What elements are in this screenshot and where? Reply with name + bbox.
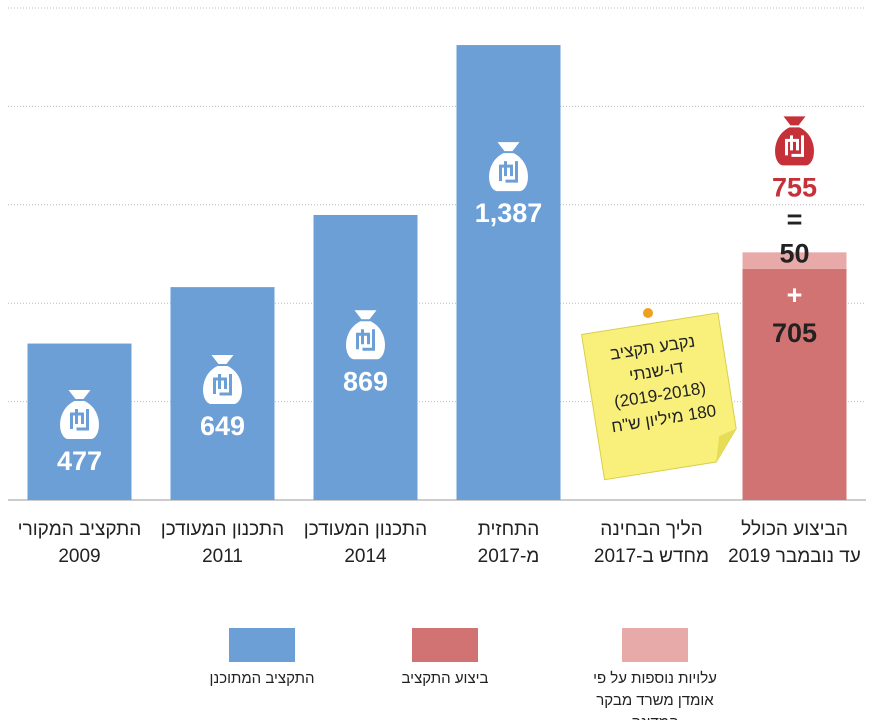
legend-label-box: ביצוע התקציב: [355, 668, 535, 720]
x-tick-label: 2009: [58, 546, 100, 567]
x-tick-label: 2014: [344, 546, 387, 567]
legend-swatch: [229, 628, 295, 662]
pin: [643, 308, 653, 318]
x-tick-label: מחדש ב-2017: [594, 546, 709, 567]
legend-swatch: [412, 628, 478, 662]
value-label: 705: [772, 318, 817, 348]
x-tick-label: התכנון המעודכן: [161, 519, 284, 540]
legend-label-box: עלויות נוספות על פי אומדן משרד מבקר המדי…: [565, 668, 745, 720]
x-tick-label: הביצוע הכולל: [741, 519, 848, 540]
legend-label: ביצוע התקציב: [355, 668, 535, 690]
legend-swatch: [622, 628, 688, 662]
value-label: 869: [343, 366, 388, 396]
legend-label: התקציב המתוכנן: [172, 668, 352, 690]
chart: התקציב המקורי 2009 477 התכנון המעודכן 2011 64…: [0, 0, 872, 723]
x-tick-label: התחזית: [478, 519, 540, 540]
legend-label: עלויות נוספות על פי אומדן משרד מבקר המדי…: [580, 668, 730, 720]
x-tick-label: התקציב המקורי: [18, 519, 142, 540]
value-label: 50: [779, 238, 809, 268]
x-tick-label: מ-2017: [478, 546, 540, 567]
x-tick-label: התכנון המעודכן: [304, 519, 427, 540]
equals-sign: =: [787, 204, 803, 234]
legend-label-box: התקציב המתוכנן: [172, 668, 352, 720]
x-tick-label: עד נובמבר 2019: [728, 546, 861, 567]
bag-body: [775, 127, 814, 165]
value-label: 1,387: [475, 198, 543, 228]
x-tick-label: הליך הבחינה: [600, 519, 702, 540]
value-label: 649: [200, 411, 245, 441]
money-bag-icon: [775, 116, 814, 165]
plus-sign: +: [787, 280, 803, 310]
x-tick-label: 2011: [202, 546, 243, 567]
value-label: 477: [57, 446, 102, 476]
bar: [457, 45, 561, 500]
bag-tie: [784, 116, 806, 125]
total-label: 755: [772, 172, 817, 202]
